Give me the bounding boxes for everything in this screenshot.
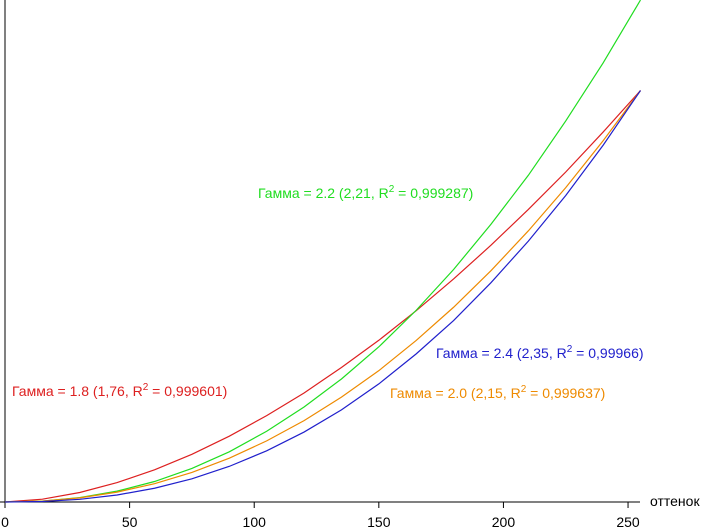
x-tick-label: 50 <box>122 514 138 529</box>
series-line <box>4 90 641 503</box>
series-line <box>4 0 642 503</box>
x-axis-label: оттенок <box>650 493 700 509</box>
x-tick-label: 0 <box>1 514 9 529</box>
annotation-part: = 0,99966) <box>572 345 643 361</box>
x-tick-label: 100 <box>243 514 267 529</box>
annotation-part: Гамма = 1.8 (1,76, R <box>12 383 143 399</box>
annotation-part: Гамма = 2.0 (2,15, R <box>390 385 521 401</box>
annotation-part: Гамма = 2.2 (2,21, R <box>258 185 389 201</box>
annotation: Гамма = 2.0 (2,15, R2 = 0,999637) <box>390 384 605 401</box>
annotation: Гамма = 2.2 (2,21, R2 = 0,999287) <box>258 184 473 201</box>
annotation: Гамма = 1.8 (1,76, R2 = 0,999601) <box>12 382 227 399</box>
annotation-part: 2 <box>521 384 527 395</box>
annotation-part: 2 <box>567 344 573 355</box>
annotation-part: 2 <box>143 382 149 393</box>
annotation-part: 2 <box>389 184 395 195</box>
annotation-part: = 0,999287) <box>394 185 473 201</box>
annotation-part: Гамма = 2.4 (2,35, R <box>436 345 567 361</box>
annotation: Гамма = 2.4 (2,35, R2 = 0,99966) <box>436 344 644 361</box>
annotation-part: = 0,999601) <box>148 383 227 399</box>
annotation-part: = 0,999637) <box>526 385 605 401</box>
series-line <box>4 90 641 503</box>
x-tick-label: 200 <box>492 514 516 529</box>
x-tick-label: 150 <box>367 514 391 529</box>
x-tick-label: 250 <box>616 514 640 529</box>
series-line <box>4 90 641 503</box>
